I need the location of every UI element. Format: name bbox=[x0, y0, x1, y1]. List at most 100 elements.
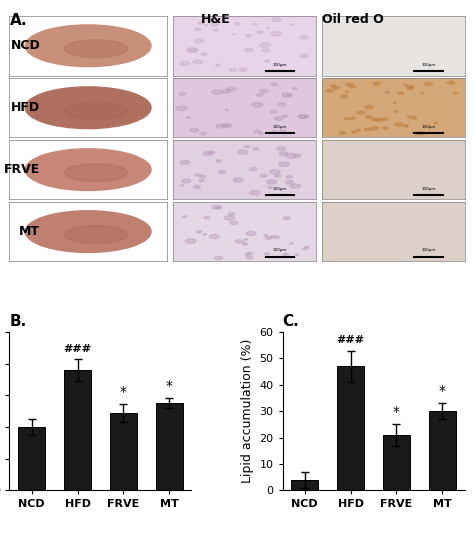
Circle shape bbox=[356, 130, 360, 131]
Circle shape bbox=[264, 60, 270, 62]
Circle shape bbox=[245, 239, 248, 240]
Circle shape bbox=[200, 175, 206, 177]
Circle shape bbox=[227, 87, 236, 91]
Circle shape bbox=[211, 23, 218, 26]
Circle shape bbox=[193, 60, 203, 64]
Circle shape bbox=[372, 118, 378, 120]
Circle shape bbox=[229, 68, 237, 71]
Text: 100μm: 100μm bbox=[273, 62, 287, 67]
Circle shape bbox=[398, 92, 404, 94]
Circle shape bbox=[411, 117, 417, 119]
Circle shape bbox=[290, 184, 301, 188]
Text: B.: B. bbox=[9, 314, 27, 329]
Bar bbox=[428, 411, 456, 490]
Ellipse shape bbox=[64, 225, 128, 244]
Ellipse shape bbox=[27, 151, 118, 176]
Circle shape bbox=[394, 111, 398, 112]
Circle shape bbox=[283, 115, 288, 117]
Text: 100μm: 100μm bbox=[273, 248, 287, 253]
Circle shape bbox=[200, 132, 206, 135]
Circle shape bbox=[404, 125, 408, 127]
Circle shape bbox=[381, 118, 387, 120]
Text: ###: ### bbox=[64, 344, 91, 353]
Circle shape bbox=[383, 127, 388, 129]
Circle shape bbox=[245, 146, 250, 148]
Circle shape bbox=[210, 235, 219, 239]
Circle shape bbox=[407, 116, 410, 117]
Circle shape bbox=[181, 185, 184, 186]
Bar bbox=[291, 480, 319, 490]
Y-axis label: Lipid accumulation (%): Lipid accumulation (%) bbox=[241, 339, 254, 483]
Circle shape bbox=[182, 216, 187, 217]
Circle shape bbox=[405, 125, 409, 126]
Circle shape bbox=[285, 181, 293, 184]
Circle shape bbox=[246, 252, 253, 255]
Circle shape bbox=[239, 68, 247, 71]
Circle shape bbox=[260, 43, 271, 47]
Circle shape bbox=[357, 111, 365, 114]
Circle shape bbox=[274, 174, 281, 177]
Circle shape bbox=[375, 118, 383, 122]
Circle shape bbox=[408, 86, 413, 88]
Circle shape bbox=[365, 116, 372, 118]
Circle shape bbox=[447, 81, 455, 84]
Circle shape bbox=[346, 83, 353, 86]
Circle shape bbox=[182, 179, 191, 183]
Circle shape bbox=[195, 174, 200, 176]
Text: NCD: NCD bbox=[10, 39, 40, 52]
Ellipse shape bbox=[25, 149, 151, 190]
Circle shape bbox=[238, 150, 248, 154]
Circle shape bbox=[185, 239, 196, 244]
Circle shape bbox=[203, 234, 207, 235]
Circle shape bbox=[216, 207, 221, 209]
Circle shape bbox=[253, 148, 259, 150]
Circle shape bbox=[454, 92, 458, 94]
Circle shape bbox=[230, 221, 238, 225]
Circle shape bbox=[349, 117, 355, 119]
Circle shape bbox=[215, 65, 219, 66]
Ellipse shape bbox=[64, 40, 128, 58]
Circle shape bbox=[273, 236, 280, 238]
Circle shape bbox=[189, 49, 197, 52]
Circle shape bbox=[180, 61, 190, 66]
Circle shape bbox=[333, 87, 339, 90]
Circle shape bbox=[245, 49, 254, 52]
Circle shape bbox=[326, 90, 333, 92]
Circle shape bbox=[277, 147, 286, 151]
Circle shape bbox=[187, 47, 198, 52]
Circle shape bbox=[279, 152, 288, 156]
Circle shape bbox=[196, 231, 202, 233]
Circle shape bbox=[385, 92, 389, 93]
Circle shape bbox=[180, 160, 190, 165]
Circle shape bbox=[245, 254, 249, 255]
Bar bbox=[155, 403, 183, 490]
Circle shape bbox=[187, 117, 191, 118]
Circle shape bbox=[249, 167, 257, 171]
Text: *: * bbox=[120, 385, 127, 399]
Circle shape bbox=[228, 213, 235, 215]
Circle shape bbox=[221, 90, 231, 93]
Circle shape bbox=[331, 85, 335, 87]
Circle shape bbox=[300, 54, 309, 58]
Circle shape bbox=[350, 85, 356, 88]
Circle shape bbox=[283, 217, 290, 220]
Text: MT: MT bbox=[19, 225, 40, 238]
Bar bbox=[109, 413, 137, 490]
Circle shape bbox=[261, 174, 267, 177]
Circle shape bbox=[295, 254, 299, 255]
Text: 100μm: 100μm bbox=[273, 125, 287, 128]
Circle shape bbox=[283, 253, 289, 256]
Circle shape bbox=[204, 216, 210, 219]
Circle shape bbox=[217, 64, 220, 66]
Circle shape bbox=[264, 253, 269, 255]
Bar bbox=[383, 435, 410, 490]
Circle shape bbox=[421, 93, 424, 94]
Text: ###: ### bbox=[337, 335, 365, 345]
Bar bbox=[64, 370, 91, 490]
Circle shape bbox=[225, 216, 235, 220]
Circle shape bbox=[199, 179, 204, 182]
Circle shape bbox=[259, 133, 263, 134]
Circle shape bbox=[246, 34, 251, 37]
Circle shape bbox=[340, 95, 348, 98]
Circle shape bbox=[253, 23, 257, 25]
